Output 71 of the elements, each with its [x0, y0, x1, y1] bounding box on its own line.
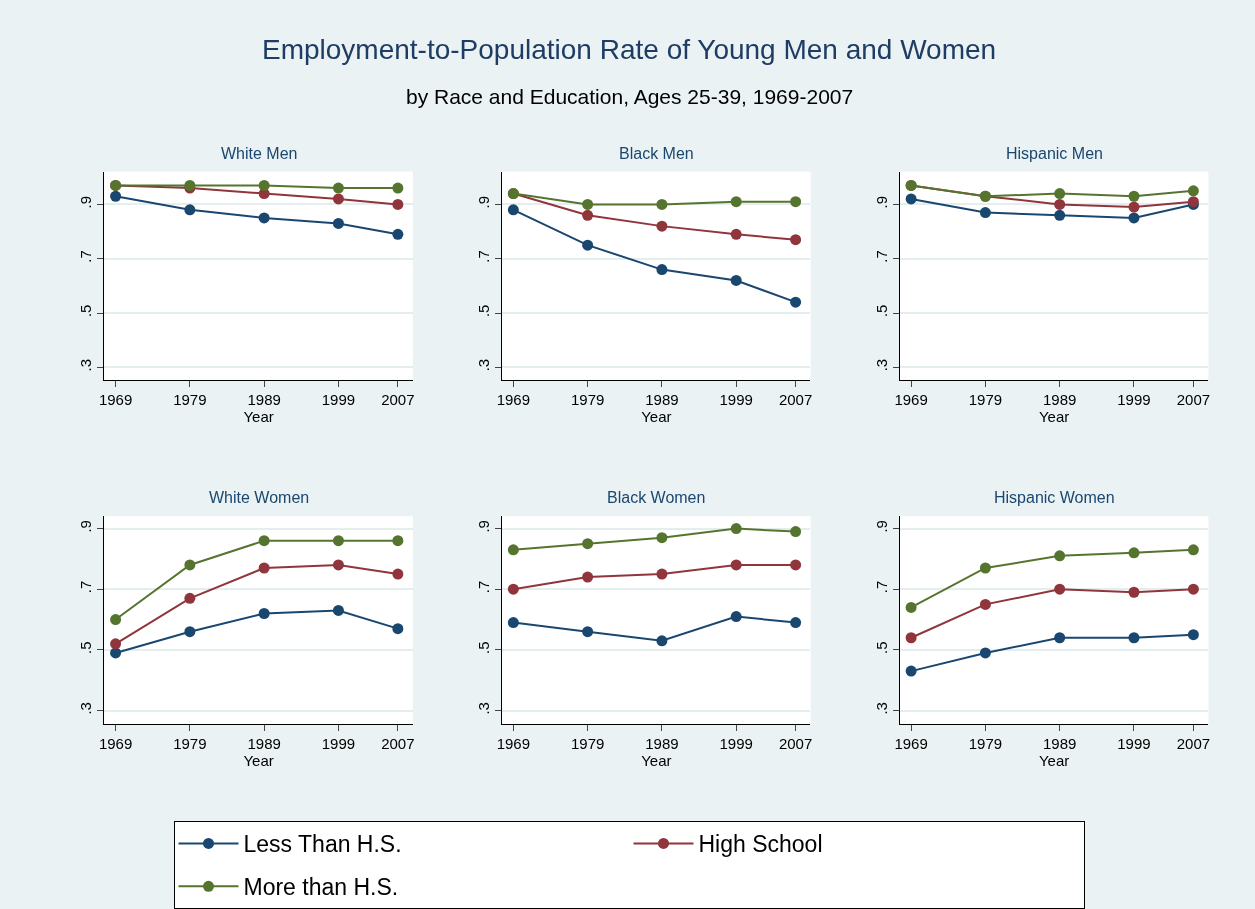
x-tick-label: 1999	[1117, 390, 1151, 408]
y-tick-label: .7	[475, 250, 493, 263]
x-tick-label: 1979	[173, 735, 207, 753]
x-tick-label: 2007	[1176, 390, 1211, 408]
y-tick-label: .3	[77, 358, 95, 372]
x-tick-label: 1969	[496, 390, 531, 408]
y-tick-label: .5	[475, 304, 493, 318]
legend-label: High School	[698, 831, 823, 858]
x-tick-label: 2007	[381, 390, 415, 408]
x-tick-label: 1979	[570, 390, 605, 408]
y-tick-label: .5	[77, 641, 95, 654]
x-tick-label: 2007	[1176, 735, 1211, 753]
chart-title: Black Men	[619, 145, 694, 162]
x-tick-label: 1979	[173, 390, 207, 408]
y-tick-label: .3	[872, 702, 890, 715]
x-tick-label: 1989	[645, 390, 679, 408]
text: by Race and Education, Ages 25-39, 1969-2007	[406, 85, 854, 108]
y-tick-label: .9	[475, 195, 493, 209]
x-axis-title: Year	[1038, 407, 1070, 425]
x-tick-label: 1989	[247, 735, 281, 753]
y-tick-label: .3	[872, 358, 890, 372]
y-tick-label: .7	[872, 250, 890, 263]
x-tick-label: 1979	[968, 735, 1003, 753]
x-tick-label: 1989	[645, 735, 679, 753]
x-axis-title: Year	[641, 407, 672, 425]
y-tick-label: .5	[77, 304, 95, 318]
x-axis-title: Year	[641, 752, 672, 770]
y-tick-label: .7	[77, 580, 95, 594]
x-tick-label: 1999	[321, 390, 356, 408]
x-axis-title: Year	[243, 752, 274, 770]
y-tick-label: .3	[77, 702, 95, 715]
x-tick-label: 1969	[496, 735, 531, 753]
y-tick-label: .7	[475, 580, 493, 594]
y-tick-label: .9	[77, 520, 95, 533]
x-tick-label: 1989	[1043, 735, 1077, 753]
y-tick-label: .9	[77, 195, 95, 209]
y-tick-label: .9	[872, 520, 890, 533]
x-tick-label: 1969	[894, 735, 928, 753]
y-tick-label: .5	[872, 304, 890, 318]
y-tick-label: .5	[872, 641, 890, 654]
x-tick-label: 1999	[321, 735, 356, 753]
x-tick-label: 1969	[98, 735, 133, 753]
text: Employment-to-Population Rate of Young Men and Women	[262, 34, 997, 65]
x-axis-title: Year	[1038, 752, 1070, 770]
legend-label: More than H.S.	[243, 874, 399, 901]
legend-label: Less Than H.S.	[243, 831, 402, 858]
y-tick-label: .7	[77, 250, 95, 263]
chart-title: White Men	[221, 145, 298, 162]
x-tick-label: 2007	[381, 735, 415, 753]
y-tick-label: .3	[475, 702, 493, 715]
chart-title: Hispanic Men	[1006, 145, 1103, 162]
y-tick-label: .9	[475, 520, 493, 533]
y-tick-label: .7	[872, 580, 890, 594]
x-tick-label: 1979	[570, 735, 605, 753]
x-tick-label: 1999	[719, 735, 753, 753]
x-tick-label: 2007	[778, 390, 813, 408]
y-tick-label: .9	[872, 195, 890, 209]
chart-title: Hispanic Women	[994, 489, 1115, 506]
chart-title: White Women	[209, 489, 310, 506]
x-tick-label: 1999	[719, 390, 753, 408]
x-tick-label: 1979	[968, 390, 1003, 408]
x-tick-label: 1999	[1117, 735, 1151, 753]
x-tick-label: 1969	[98, 390, 133, 408]
x-tick-label: 1969	[894, 390, 928, 408]
chart-title: Black Women	[607, 489, 706, 506]
x-tick-label: 1989	[247, 390, 281, 408]
x-tick-label: 2007	[778, 735, 813, 753]
y-tick-label: .3	[475, 358, 493, 372]
x-tick-label: 1989	[1043, 390, 1077, 408]
y-tick-label: .5	[475, 641, 493, 654]
x-axis-title: Year	[243, 407, 274, 425]
